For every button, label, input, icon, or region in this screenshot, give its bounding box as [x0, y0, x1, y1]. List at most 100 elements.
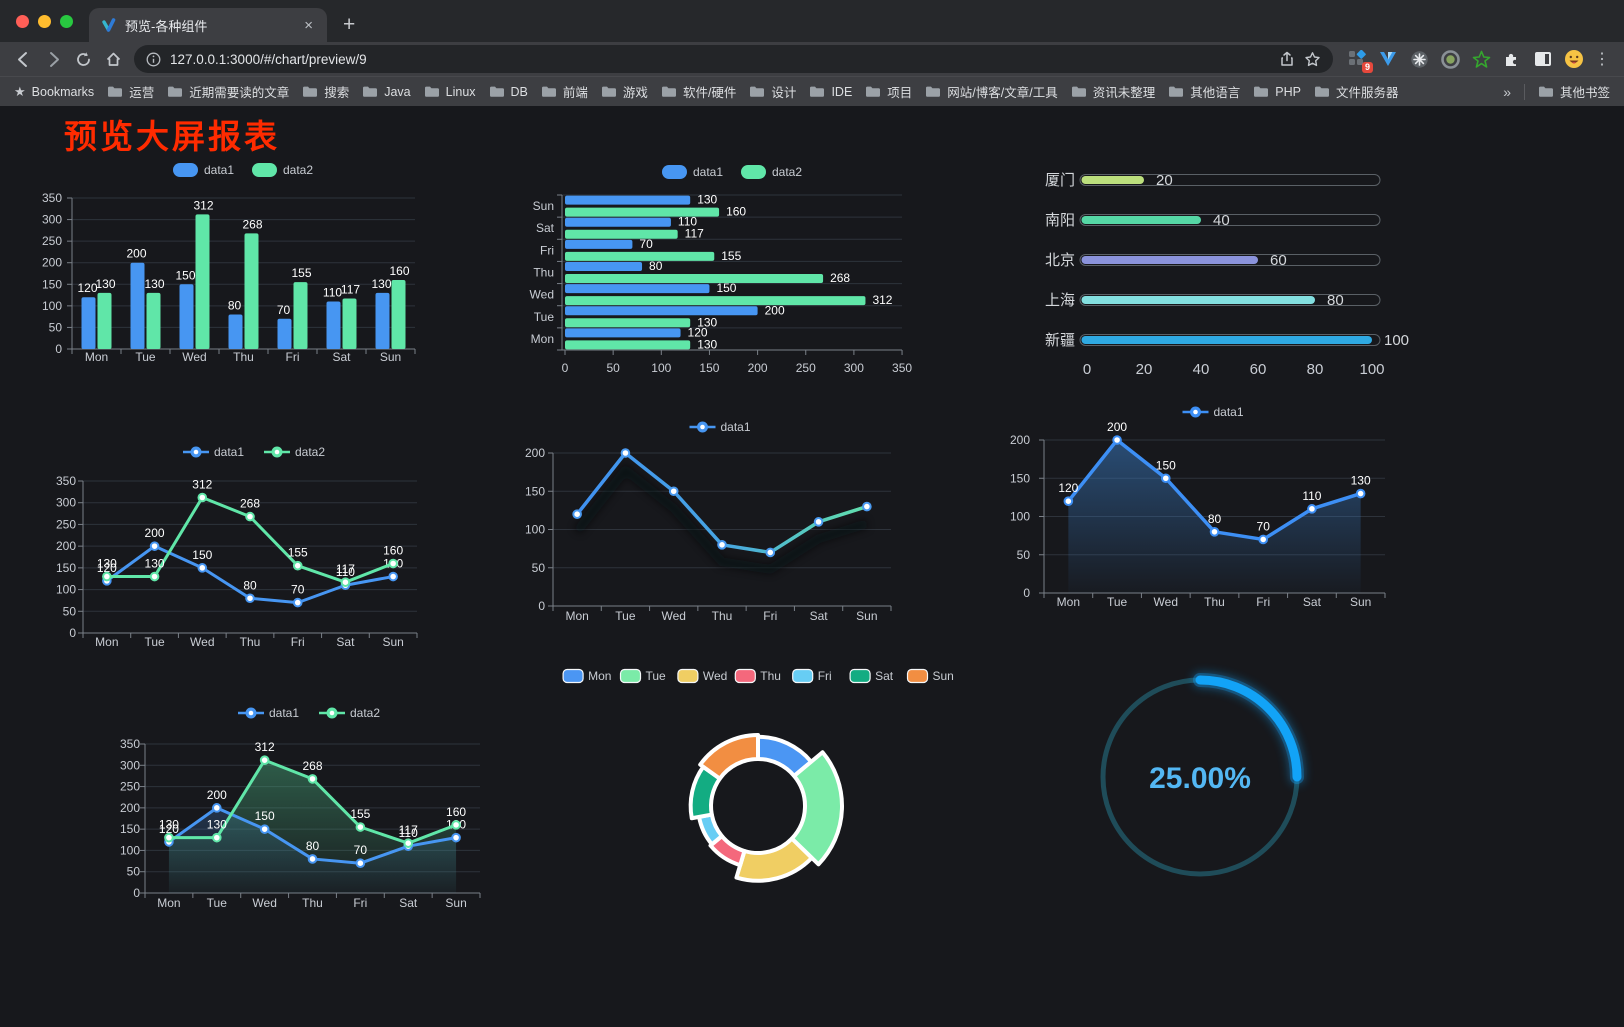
- svg-text:80: 80: [1307, 361, 1324, 378]
- bookmarks-root[interactable]: ★ Bookmarks: [14, 84, 94, 100]
- extension-grid-icon[interactable]: 9: [1347, 49, 1373, 73]
- svg-text:Sat: Sat: [332, 350, 351, 364]
- svg-text:80: 80: [228, 298, 242, 312]
- svg-text:120: 120: [97, 561, 117, 575]
- maximize-window-icon[interactable]: [60, 14, 73, 28]
- share-icon[interactable]: [1279, 51, 1295, 67]
- bookmark-item[interactable]: 设计: [749, 82, 796, 101]
- bookmark-label: 前端: [562, 86, 588, 100]
- extensions-puzzle-icon[interactable]: [1502, 49, 1522, 69]
- svg-text:data1: data1: [214, 445, 244, 459]
- close-window-icon[interactable]: [16, 14, 29, 28]
- home-icon[interactable]: [98, 45, 128, 73]
- tab-close-icon[interactable]: ×: [304, 16, 313, 34]
- bookmark-item[interactable]: IDE: [809, 85, 852, 99]
- svg-text:Fri: Fri: [540, 243, 554, 257]
- url-text[interactable]: 127.0.0.1:3000/#/chart/preview/9: [170, 51, 367, 67]
- bookmark-item[interactable]: 游戏: [601, 82, 648, 101]
- svg-text:Fri: Fri: [1256, 595, 1270, 609]
- extension-green-star-icon[interactable]: [1471, 49, 1491, 69]
- bookmark-label: 近期需要读的文章: [189, 86, 290, 100]
- tab-favicon-icon: [102, 18, 116, 32]
- svg-text:Thu: Thu: [233, 350, 254, 364]
- bookmark-item[interactable]: Linux: [424, 85, 476, 99]
- reload-icon[interactable]: [68, 45, 98, 73]
- profile-emoji-icon[interactable]: [1564, 49, 1584, 69]
- bookmark-star-icon[interactable]: [1304, 51, 1321, 68]
- extension-record-icon[interactable]: [1440, 49, 1460, 69]
- bookmark-item[interactable]: 软件/硬件: [661, 82, 736, 101]
- minimize-window-icon[interactable]: [38, 14, 51, 28]
- bookmark-item[interactable]: PHP: [1253, 85, 1301, 99]
- browser-tab[interactable]: 预览-各种组件 ×: [89, 8, 327, 42]
- other-bookmarks[interactable]: 其他书签: [1538, 82, 1610, 101]
- forward-icon[interactable]: [38, 45, 68, 73]
- bookmark-item[interactable]: DB: [489, 85, 528, 99]
- svg-text:130: 130: [697, 315, 717, 329]
- svg-text:60: 60: [1250, 361, 1267, 378]
- svg-text:Fri: Fri: [286, 350, 300, 364]
- svg-text:40: 40: [1213, 212, 1230, 229]
- chart-line-double[interactable]: data1 data2 0 50 100 150 200 250 300 350 Mon Tue Wed…: [56, 445, 418, 649]
- bookmark-item[interactable]: 近期需要读的文章: [167, 82, 289, 101]
- side-panel-icon[interactable]: [1533, 49, 1553, 69]
- bookmark-item[interactable]: 其他语言: [1168, 82, 1240, 101]
- bookmark-item[interactable]: 网站/博客/文章/工具: [925, 82, 1058, 101]
- extension-vue-icon[interactable]: [1378, 49, 1398, 69]
- bookmark-item[interactable]: 前端: [541, 82, 588, 101]
- svg-text:200: 200: [145, 526, 165, 540]
- bookmark-item[interactable]: 运营: [107, 82, 154, 101]
- bookmark-label: 搜索: [324, 86, 350, 100]
- back-icon[interactable]: [8, 45, 38, 73]
- bookmark-folder-list: 运营 近期需要读的文章 搜索 Java Linux DB 前端 游戏 软件/硬件 设计 IDE 项目 网…: [107, 82, 1398, 101]
- svg-text:Sun: Sun: [1350, 595, 1371, 609]
- svg-text:150: 150: [716, 281, 736, 295]
- svg-text:Tue: Tue: [534, 310, 555, 324]
- svg-text:0: 0: [1023, 586, 1030, 600]
- svg-text:150: 150: [175, 268, 195, 282]
- svg-text:新疆: 新疆: [1045, 332, 1075, 349]
- svg-text:100: 100: [525, 523, 545, 537]
- svg-text:Tue: Tue: [615, 609, 636, 623]
- svg-text:25.00%: 25.00%: [1149, 762, 1251, 795]
- bookmarks-overflow-chevron[interactable]: »: [1503, 83, 1511, 100]
- site-info-icon[interactable]: [146, 52, 161, 67]
- chart-line-area[interactable]: data1 0 50 100 150 200 Mon Tue Wed Thu Fri Sat Sun 12…: [1010, 405, 1386, 609]
- svg-text:Thu: Thu: [712, 609, 733, 623]
- new-tab-button[interactable]: +: [343, 13, 356, 36]
- chart-line-gradient[interactable]: data1 0 50 100 150 200 Mon Tue Wed Thu Fri Sat Sun: [525, 420, 892, 623]
- chart-line-double-area[interactable]: data1 data2 0 50 100 150 200 250 300 350 Mon Tue Wed…: [120, 706, 481, 910]
- bookmark-item[interactable]: 搜索: [302, 82, 349, 101]
- svg-text:150: 150: [1156, 458, 1176, 472]
- svg-text:155: 155: [721, 249, 741, 263]
- svg-text:data2: data2: [350, 706, 380, 720]
- extension-wheel-icon[interactable]: [1409, 49, 1429, 69]
- svg-text:Thu: Thu: [302, 896, 323, 910]
- svg-text:110: 110: [336, 565, 355, 579]
- svg-text:Thu: Thu: [240, 635, 261, 649]
- chart-bar-vertical[interactable]: data1 data2 0 50 100 150 200 250 300 350 Mon Tue Wed…: [42, 163, 416, 364]
- svg-text:Sun: Sun: [380, 350, 401, 364]
- svg-text:350: 350: [42, 191, 62, 205]
- svg-text:350: 350: [56, 474, 76, 488]
- svg-text:Tue: Tue: [646, 669, 667, 683]
- chart-gauge-percent[interactable]: 25.00%: [1100, 673, 1304, 877]
- svg-text:70: 70: [354, 843, 368, 857]
- bookmark-item[interactable]: 资讯未整理: [1071, 82, 1155, 101]
- svg-text:上海: 上海: [1045, 292, 1075, 309]
- browser-menu-icon[interactable]: ⋮: [1594, 51, 1610, 68]
- bookmark-item[interactable]: Java: [362, 85, 411, 99]
- chart-progress-bars[interactable]: 厦门 20 南阳 40 北京 60 上海 80 新疆 100 0 20 40 60 80 100: [1045, 172, 1409, 378]
- tab-title: 预览-各种组件: [125, 18, 208, 34]
- svg-text:160: 160: [726, 205, 746, 219]
- bookmarks-right-group: » 其他书签: [1503, 82, 1610, 101]
- bookmark-item[interactable]: 文件服务器: [1314, 82, 1398, 101]
- bookmark-item[interactable]: 项目: [865, 82, 912, 101]
- svg-text:70: 70: [277, 303, 291, 317]
- chart-bar-horizontal[interactable]: data1 data2 0 50 100 150 200 250 300 350 Sun 130 160…: [530, 165, 913, 375]
- address-bar[interactable]: 127.0.0.1:3000/#/chart/preview/9: [134, 45, 1333, 73]
- folder-icon: [750, 86, 765, 97]
- svg-text:150: 150: [192, 548, 212, 562]
- chart-pie-donut[interactable]: Mon Tue Wed Thu Fri Sat Sun: [562, 668, 954, 883]
